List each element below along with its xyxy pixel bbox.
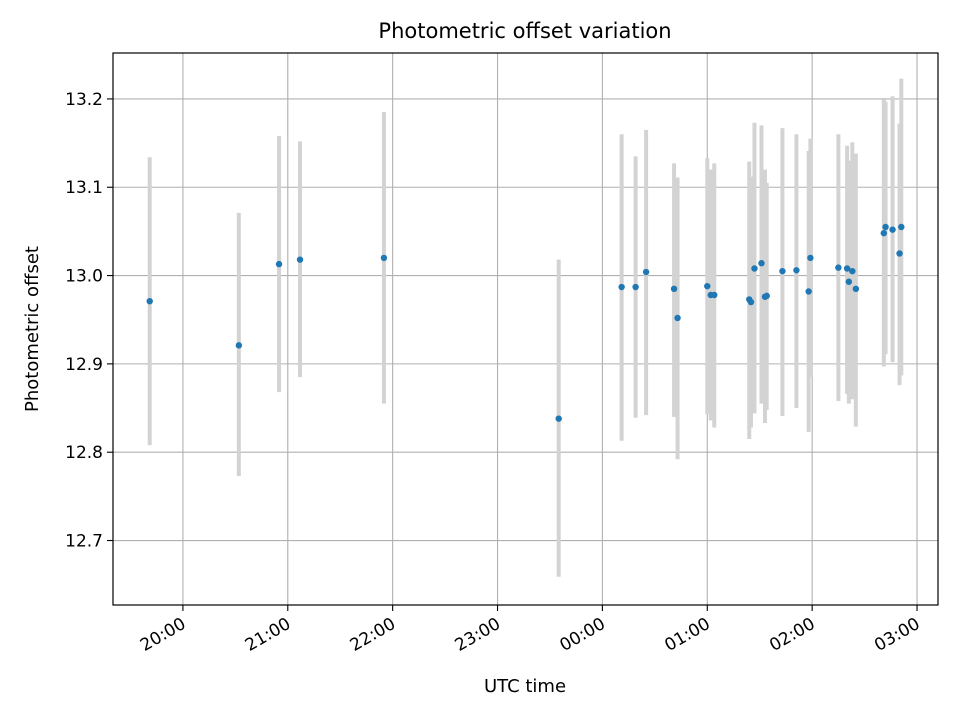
data-point	[896, 250, 903, 257]
y-tick-label: 12.9	[65, 355, 103, 375]
data-point	[711, 291, 718, 299]
data-point	[779, 267, 786, 275]
data-point	[793, 267, 800, 274]
data-point	[882, 223, 889, 231]
data-point	[296, 256, 304, 263]
data-point	[880, 229, 888, 237]
plot-area-frame	[112, 52, 939, 606]
data-point	[670, 285, 678, 293]
data-point	[704, 282, 711, 290]
data-point	[898, 223, 905, 231]
data-point	[380, 254, 388, 262]
data-point	[758, 260, 765, 267]
y-tick-label: 13.2	[65, 90, 103, 110]
data-point	[849, 267, 856, 275]
data-point	[852, 285, 860, 293]
y-tick-label: 12.7	[65, 532, 103, 552]
data-point	[642, 268, 650, 276]
data-point	[235, 342, 243, 349]
data-point	[843, 265, 851, 272]
data-point	[146, 297, 153, 305]
data-point	[835, 264, 842, 271]
x-axis-label: UTC time	[484, 676, 566, 697]
data-point	[763, 292, 770, 300]
data-point	[618, 283, 625, 291]
data-point	[889, 226, 896, 233]
y-axis-ticks: 12.7 12.8 12.9 13.0 13.1 13.2	[65, 90, 113, 552]
data-point	[275, 260, 283, 268]
y-tick-label: 12.8	[65, 443, 103, 463]
y-axis-label: Photometric offset	[22, 246, 43, 412]
data-point	[674, 314, 681, 322]
data-point	[747, 298, 755, 306]
y-tick-label: 13.1	[65, 178, 103, 198]
chart-title: Photometric offset variation	[378, 19, 671, 43]
data-point	[845, 278, 853, 285]
data-point	[555, 415, 562, 422]
data-point	[632, 283, 639, 291]
data-point	[751, 265, 758, 272]
data-point	[807, 254, 814, 262]
y-tick-label: 13.0	[65, 267, 103, 287]
data-point	[805, 288, 812, 295]
data-points	[146, 223, 905, 422]
